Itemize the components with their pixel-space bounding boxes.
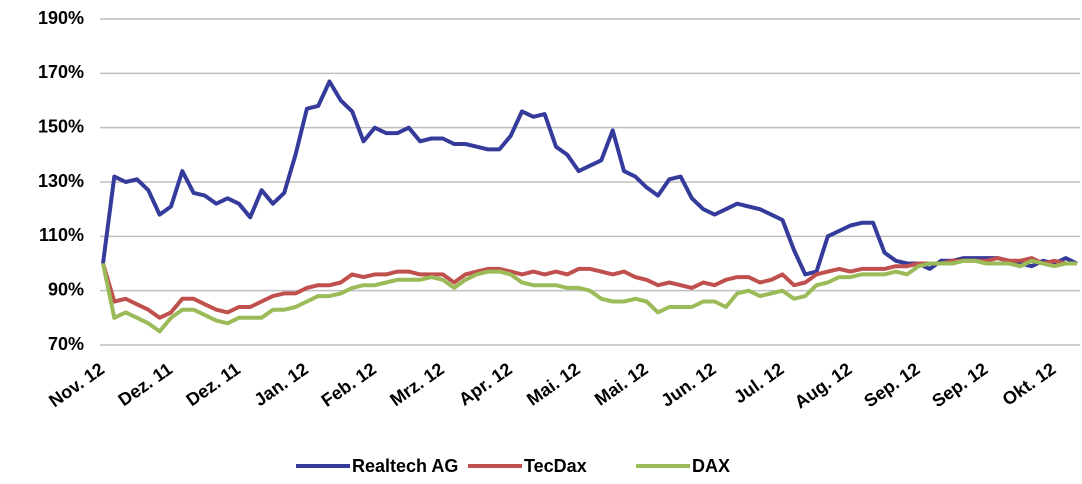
- x-tick-label: Sep. 12: [928, 359, 991, 412]
- x-tick-label: Dez. 11: [114, 359, 175, 410]
- x-tick-label: Jun. 12: [657, 359, 719, 411]
- y-tick-label: 90%: [48, 279, 84, 299]
- x-tick-label: Dez. 11: [182, 359, 243, 410]
- series-line: [101, 79, 1078, 277]
- x-tick-label: Nov. 12: [45, 359, 108, 411]
- legend-label: DAX: [692, 456, 730, 476]
- x-tick-label: Mai. 12: [523, 359, 584, 410]
- x-tick-label: Mrz. 12: [386, 359, 447, 410]
- x-tick-label: Okt. 12: [999, 359, 1060, 410]
- y-tick-label: 130%: [38, 171, 84, 191]
- x-tick-label: Apr. 12: [455, 359, 516, 410]
- x-tick-label: Jan. 12: [250, 359, 311, 410]
- legend-label: TecDax: [524, 456, 587, 476]
- x-tick-label: Sep. 12: [860, 359, 923, 412]
- y-tick-label: 190%: [38, 8, 84, 28]
- x-tick-label: Aug. 12: [791, 359, 856, 413]
- y-tick-label: 110%: [39, 225, 84, 245]
- x-tick-label: Mai. 12: [591, 359, 652, 410]
- series-line: [101, 258, 1077, 334]
- y-tick-label: 170%: [38, 62, 84, 82]
- y-tick-label: 70%: [48, 334, 84, 354]
- x-tick-label: Feb. 12: [318, 359, 380, 411]
- y-tick-label: 150%: [38, 116, 84, 136]
- legend-label: Realtech AG: [352, 456, 458, 476]
- series-line: [101, 256, 1077, 320]
- x-tick-label: Jul. 12: [730, 359, 787, 408]
